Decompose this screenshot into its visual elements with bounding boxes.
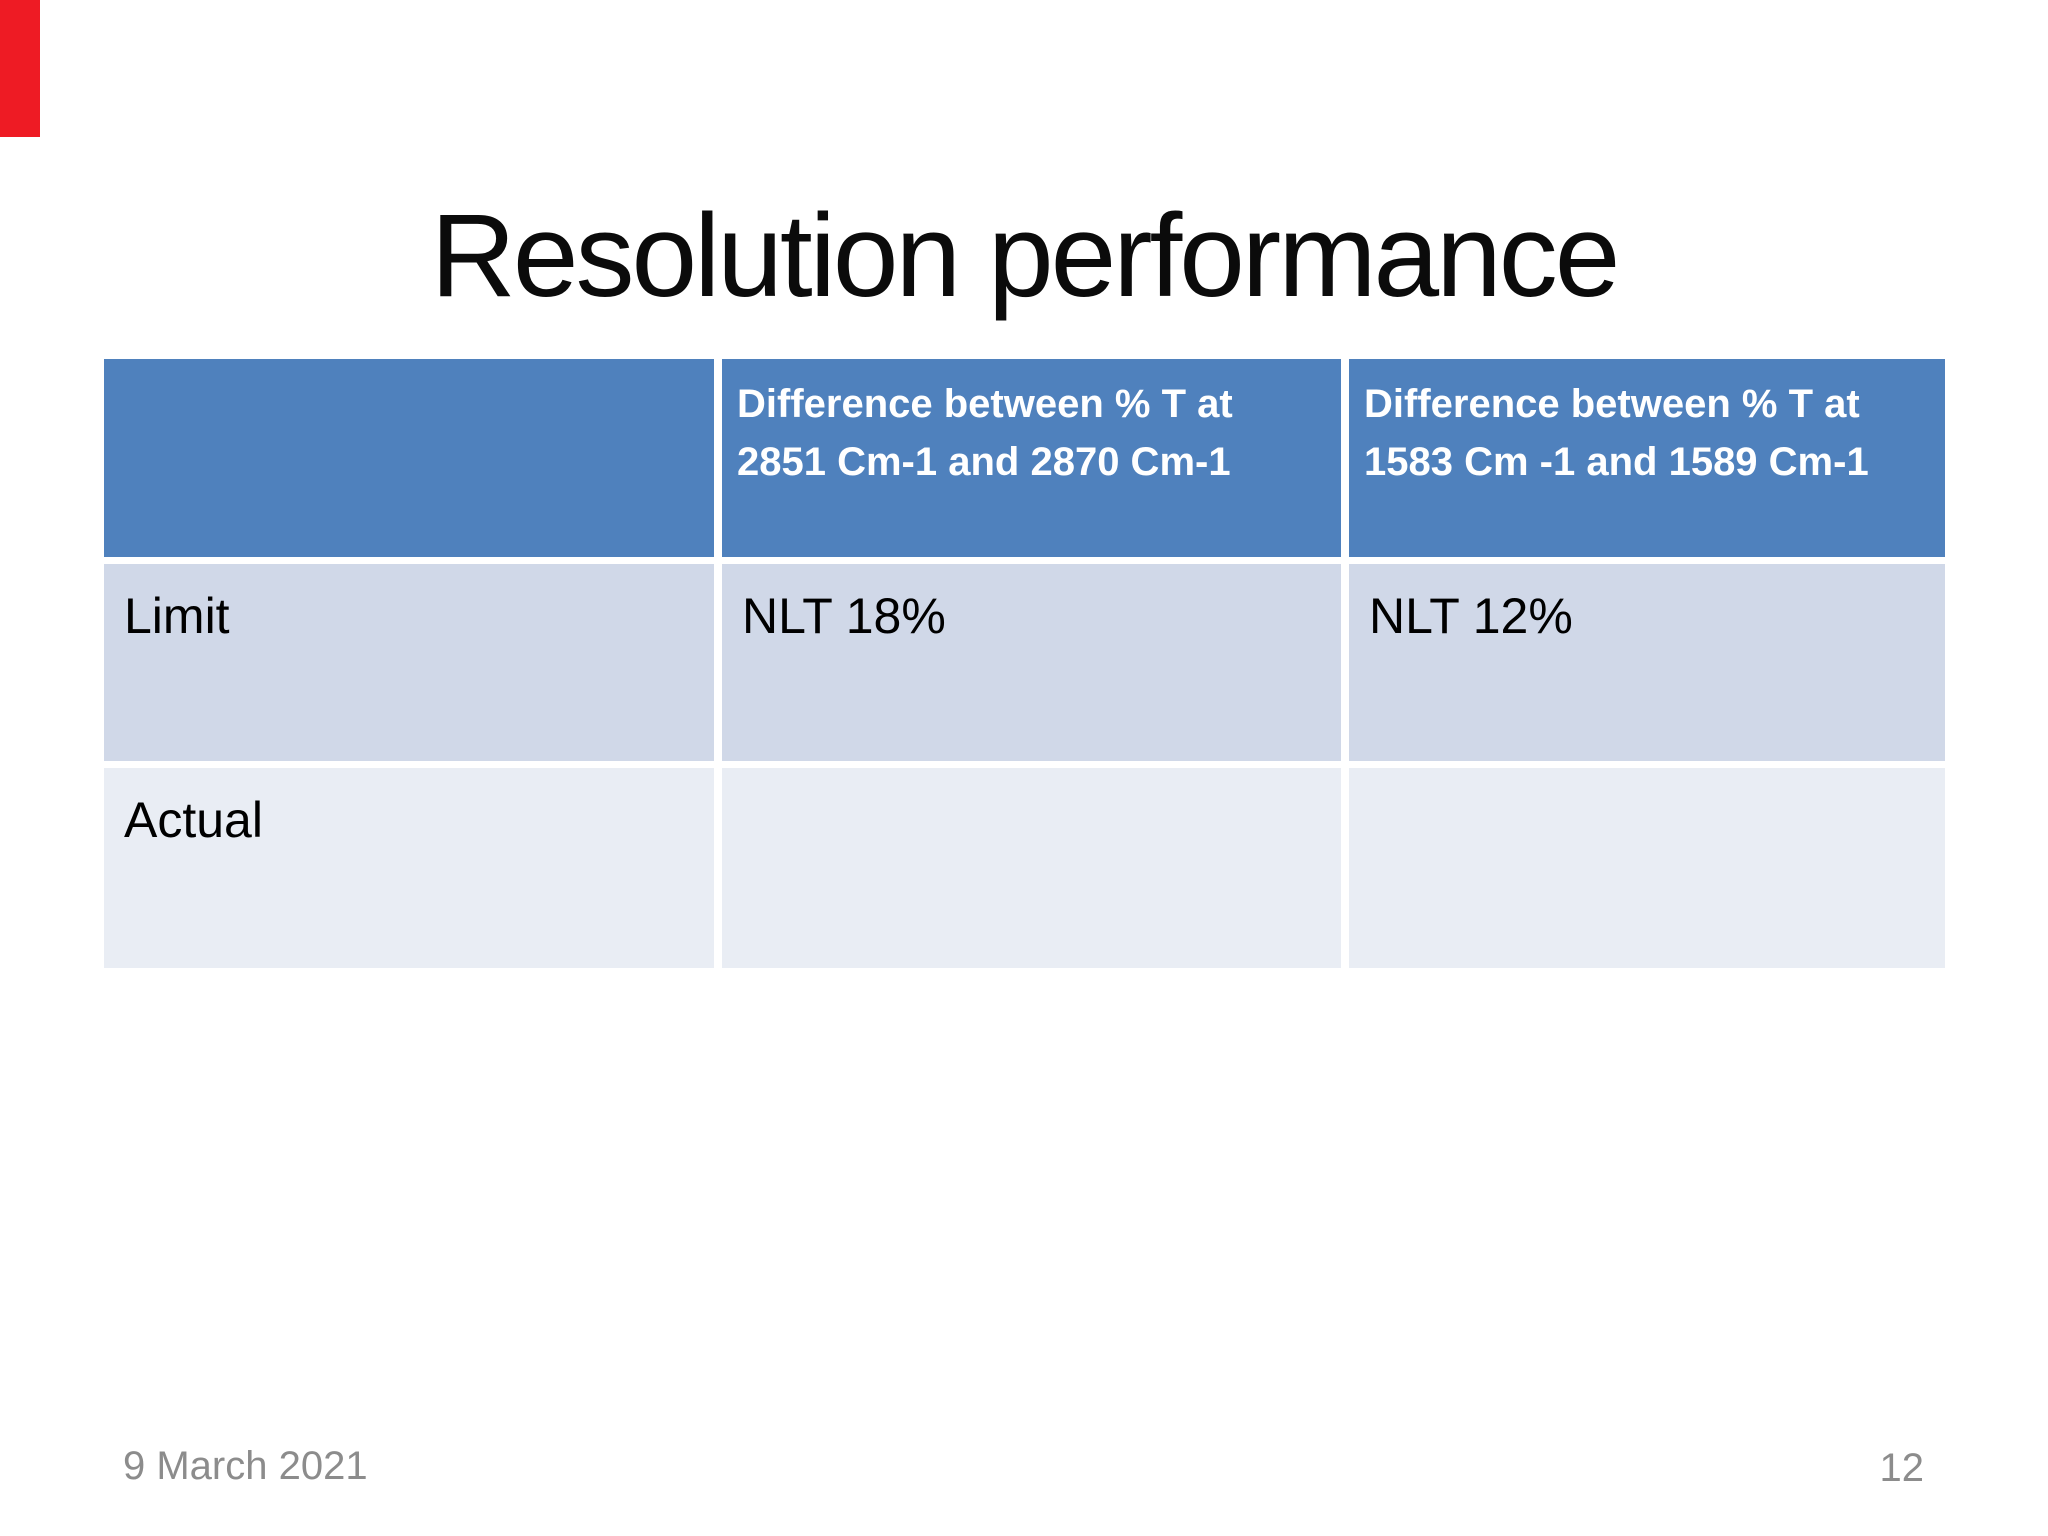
- resolution-performance-table: Difference between % T at 2851 Cm-1 and …: [104, 359, 1945, 968]
- table-header-empty-cell: [104, 359, 714, 557]
- table-cell-actual-label: Actual: [104, 768, 714, 968]
- table-cell-actual-value-2: [1349, 768, 1945, 968]
- table-cell-limit-value-1: NLT 18%: [722, 564, 1341, 761]
- table-header-diff-2851-2870: Difference between % T at 2851 Cm-1 and …: [722, 359, 1341, 557]
- table-cell-limit-value-2: NLT 12%: [1349, 564, 1945, 761]
- slide-title: Resolution performance: [430, 190, 1621, 323]
- footer-date: 9 March 2021: [123, 1444, 368, 1488]
- red-marker-bar: [0, 0, 40, 137]
- table-header-diff-1583-1589: Difference between % T at 1583 Cm -1 and…: [1349, 359, 1945, 557]
- footer-page-number: 12: [1879, 1446, 1925, 1490]
- table-cell-limit-label: Limit: [104, 564, 714, 761]
- table-cell-actual-value-1: [722, 768, 1341, 968]
